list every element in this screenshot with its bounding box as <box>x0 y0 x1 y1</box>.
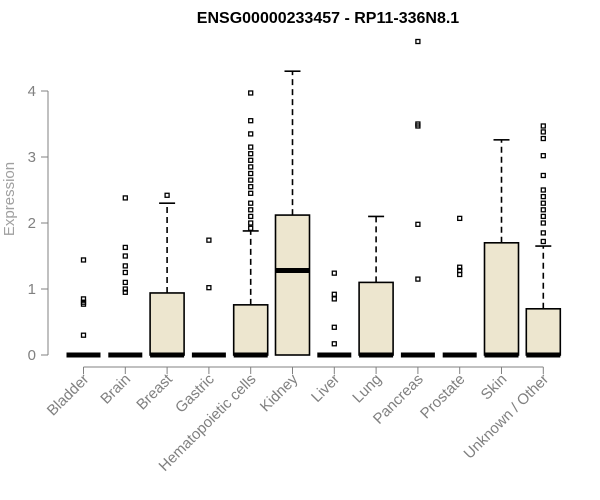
outlier-3-0 <box>206 285 212 291</box>
box-group-2 <box>149 192 185 358</box>
y-tick-label-4: 4 <box>28 83 36 100</box>
box-group-11 <box>525 123 562 358</box>
box-group-3 <box>191 237 226 358</box>
outlier-1-3 <box>122 269 128 276</box>
outlier-11-4 <box>540 207 546 213</box>
outlier-0-3 <box>80 296 87 302</box>
box-group-10 <box>483 139 520 358</box>
outlier-6-0 <box>331 341 337 347</box>
box-4 <box>232 304 269 356</box>
y-tick-label-1: 1 <box>28 281 36 298</box>
outlier-4-9 <box>248 164 254 170</box>
outlier-6-2 <box>331 296 337 302</box>
box-group-9 <box>442 215 477 358</box>
outlier-3-1 <box>206 237 212 243</box>
outlier-4-2 <box>248 213 254 220</box>
box-group-5 <box>274 70 311 356</box>
x-tick-label-10: Skin <box>478 371 511 404</box>
outlier-11-8 <box>540 172 546 179</box>
x-tick-label-1: Brain <box>97 371 134 408</box>
outlier-1-0 <box>122 289 128 295</box>
outlier-11-10 <box>540 135 546 142</box>
outlier-8-0 <box>415 276 421 282</box>
outlier-2-0 <box>164 192 170 198</box>
box-group-4 <box>232 90 269 358</box>
x-tick-label-0: Bladder <box>44 371 93 420</box>
outlier-11-5 <box>540 200 546 206</box>
x-tick-label-5: Kidney <box>257 370 302 415</box>
outlier-4-13 <box>248 131 254 137</box>
outlier-4-1 <box>248 220 254 226</box>
box-7 <box>358 281 394 356</box>
y-tick-label-2: 2 <box>28 215 36 232</box>
y-axis: 0 1 2 3 4 <box>28 83 49 364</box>
outlier-6-4 <box>331 270 337 276</box>
outlier-1-6 <box>122 244 128 251</box>
outlier-4-3 <box>248 207 254 213</box>
y-tick-label-3: 3 <box>28 149 36 166</box>
outlier-4-11 <box>248 151 254 157</box>
chart-title: ENSG00000233457 - RP11-336N8.1 <box>197 10 460 27</box>
box-group-1 <box>108 195 143 358</box>
x-tick-label-2: Breast <box>133 370 176 413</box>
box-5 <box>274 214 311 356</box>
box-2 <box>149 292 185 356</box>
outlier-8-1 <box>415 221 421 227</box>
y-tick-label-0: 0 <box>28 347 36 364</box>
outlier-11-9 <box>540 153 546 159</box>
outlier-4-6 <box>248 184 254 190</box>
outlier-1-2 <box>122 279 128 286</box>
outlier-11-11 <box>540 129 546 135</box>
y-axis-label: Expression <box>1 162 18 236</box>
outlier-6-3 <box>331 291 337 297</box>
outlier-8-4 <box>415 38 421 45</box>
box-group-7 <box>358 215 394 358</box>
outlier-11-2 <box>540 220 546 226</box>
box-11 <box>525 307 562 356</box>
outlier-1-5 <box>122 253 128 259</box>
outlier-0-0 <box>80 332 87 338</box>
outlier-4-7 <box>248 177 254 183</box>
outlier-0-4 <box>80 257 87 263</box>
outlier-6-1 <box>331 324 337 330</box>
outlier-4-5 <box>248 190 254 196</box>
outlier-11-7 <box>540 187 546 193</box>
outlier-1-1 <box>122 286 128 292</box>
outlier-0-2 <box>80 299 87 305</box>
outlier-11-0 <box>540 238 546 245</box>
x-tick-label-6: Liver <box>308 371 343 406</box>
outlier-11-1 <box>540 230 546 236</box>
outlier-4-0 <box>248 225 254 231</box>
outlier-11-12 <box>540 123 546 129</box>
box-10 <box>483 242 520 356</box>
x-tick-label-9: Prostate <box>417 371 469 423</box>
plot-area <box>66 38 562 358</box>
outlier-8-3 <box>415 121 421 127</box>
outlier-11-6 <box>540 193 546 200</box>
outlier-9-1 <box>457 267 463 274</box>
outlier-11-3 <box>540 213 546 220</box>
outlier-1-4 <box>122 263 128 269</box>
outlier-9-2 <box>457 264 463 270</box>
outlier-4-8 <box>248 170 254 177</box>
outlier-4-15 <box>248 90 254 96</box>
outlier-4-10 <box>248 157 254 163</box>
outlier-4-12 <box>248 144 254 150</box>
outlier-1-7 <box>122 195 128 201</box>
outlier-4-4 <box>248 200 254 206</box>
box-group-6 <box>317 270 352 358</box>
x-tick-label-7: Lung <box>349 371 385 407</box>
box-group-8 <box>400 38 435 358</box>
outlier-9-3 <box>457 215 463 222</box>
outlier-4-14 <box>248 118 254 124</box>
box-group-0 <box>66 257 101 358</box>
